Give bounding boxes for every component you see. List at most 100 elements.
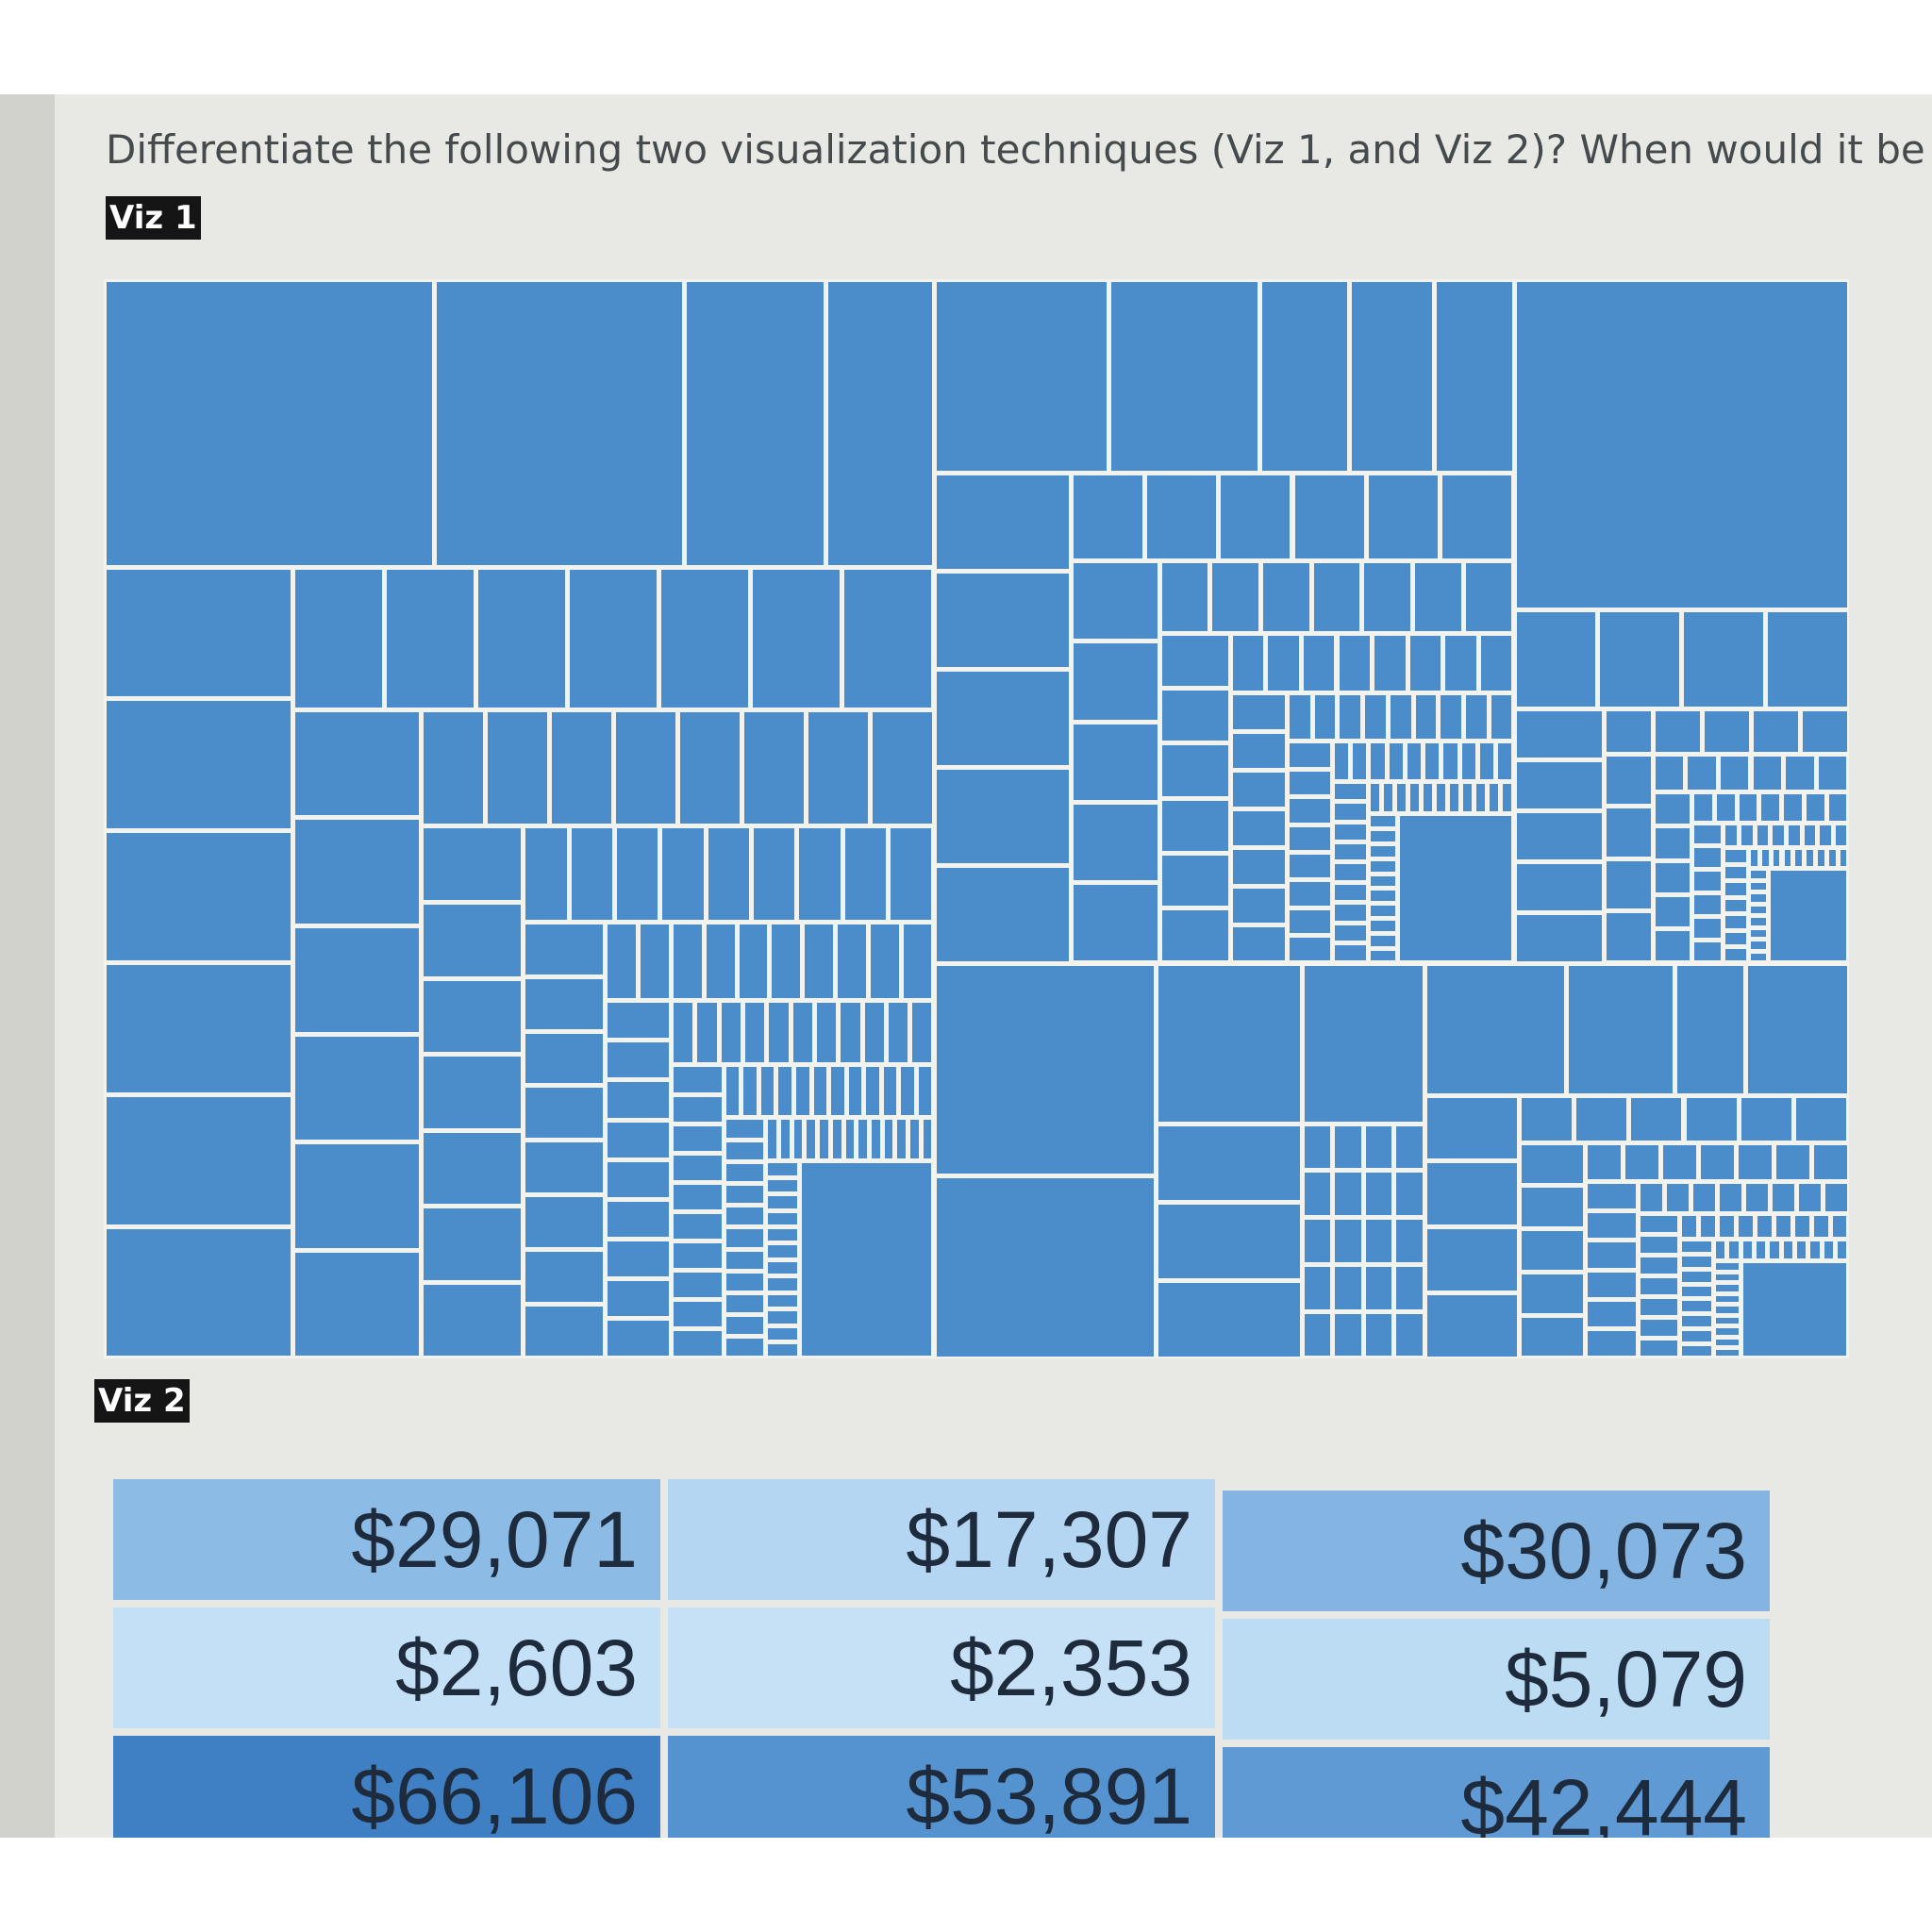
treemap-tile (1289, 771, 1330, 795)
treemap-tile (294, 1144, 419, 1248)
treemap-tile (754, 828, 795, 920)
treemap-tile (1745, 1183, 1768, 1211)
treemap-tile (1640, 1340, 1678, 1357)
treemap-tile (871, 1120, 880, 1159)
treemap-tile (423, 980, 522, 1053)
treemap-tile (1624, 1144, 1658, 1179)
treemap-tile (1516, 812, 1602, 859)
treemap-tile (1773, 824, 1784, 846)
treemap-tile (1838, 1241, 1847, 1259)
treemap-tile (1720, 757, 1749, 790)
treemap-tile (1716, 1295, 1739, 1303)
treemap-tile (1751, 906, 1767, 914)
treemap-tile (106, 281, 432, 565)
treemap-tile (1606, 808, 1651, 857)
treemap-tile (725, 1186, 764, 1204)
treemap-tile (1587, 1183, 1636, 1209)
treemap-tile (1753, 710, 1798, 753)
treemap-tile (768, 1120, 776, 1159)
treemap-tile (1516, 761, 1602, 808)
treemap-tile (1788, 824, 1800, 846)
treemap-tile (1371, 743, 1385, 779)
treemap-tile (1716, 1339, 1739, 1345)
treemap-tile (1304, 1125, 1330, 1169)
treemap-tile (1761, 793, 1780, 821)
treemap-tile (1716, 1307, 1739, 1313)
treemap-tile (1716, 793, 1735, 821)
treemap-tile (423, 1284, 522, 1357)
treemap-tile (918, 1067, 932, 1116)
treemap-tile (294, 711, 419, 816)
treemap-tile (1397, 783, 1407, 812)
treemap-tile (423, 1057, 522, 1128)
treemap-tile (1794, 1215, 1809, 1238)
treemap-tile (708, 828, 750, 920)
treemap-tile (768, 1261, 797, 1274)
treemap-tile (1828, 850, 1836, 867)
treemap-tile (1334, 864, 1367, 880)
question-text: Differentiate the following two visualiz… (106, 126, 1932, 173)
treemap-tile (743, 1067, 757, 1116)
treemap-tile (106, 833, 291, 960)
treemap-tile (780, 1120, 790, 1159)
treemap-tile (1606, 757, 1651, 805)
treemap-tile (1424, 783, 1433, 812)
treemap-tile (617, 828, 658, 920)
treemap-tile (884, 1120, 893, 1159)
treemap-tile (1587, 1301, 1636, 1327)
treemap-tile (106, 1228, 291, 1357)
treemap-tile (1304, 1220, 1330, 1262)
treemap-tile (1161, 635, 1228, 687)
treemap-tile (1445, 635, 1476, 691)
treemap-tile (1701, 1215, 1716, 1238)
treemap-tile (1389, 743, 1403, 779)
treemap-tile (423, 1132, 522, 1205)
heatmap-cell-r3c1: $66,106 (113, 1736, 660, 1838)
treemap-tile (1365, 1125, 1391, 1169)
treemap-tile (608, 1281, 669, 1317)
treemap-tile (294, 1252, 419, 1357)
treemap-tile (1426, 965, 1564, 1093)
treemap-tile (1742, 1263, 1847, 1357)
treemap-tile (744, 1003, 765, 1063)
treemap-tile (1700, 1144, 1734, 1179)
treemap-tile (1426, 1294, 1517, 1357)
treemap-tile (1606, 913, 1651, 961)
treemap-tile (1365, 1173, 1391, 1216)
treemap-tile (936, 965, 1154, 1174)
treemap-tile (1516, 914, 1602, 961)
treemap-tile (1161, 563, 1208, 631)
treemap-tile (673, 1184, 722, 1209)
treemap-tile (1676, 965, 1743, 1093)
treemap-tile (673, 1302, 722, 1327)
treemap-tile (1334, 843, 1367, 860)
treemap-tile (1692, 1183, 1715, 1211)
treemap-tile (641, 924, 669, 999)
treemap-tile (1073, 724, 1158, 800)
treemap-tile (608, 924, 637, 999)
treemap-tile (1640, 1277, 1678, 1294)
treemap-tile (1384, 783, 1393, 812)
treemap-tile (1158, 1125, 1300, 1200)
treemap-tile (1396, 1220, 1423, 1262)
heatmap-cell-r1c1: $29,071 (113, 1479, 660, 1600)
treemap-tile (1655, 896, 1690, 927)
treemap-tile (1783, 1241, 1793, 1259)
treemap-tile (1289, 882, 1330, 906)
treemap-tile (743, 711, 804, 824)
treemap-tile (679, 711, 740, 824)
treemap-tile (768, 1179, 797, 1192)
treemap-tile (768, 1245, 797, 1257)
treemap-tile (845, 1120, 855, 1159)
treemap-tile (844, 828, 887, 920)
treemap-tile (1813, 1215, 1828, 1238)
treemap-tile (1365, 1313, 1391, 1357)
treemap-tile (608, 1321, 669, 1357)
treemap-tile (1818, 850, 1824, 867)
treemap-tile (1694, 941, 1722, 961)
treemap-tile (1725, 824, 1737, 846)
treemap-tile (1725, 949, 1746, 961)
treemap-tile (1490, 783, 1499, 812)
treemap-tile (386, 569, 474, 708)
treemap-tile (686, 281, 824, 565)
